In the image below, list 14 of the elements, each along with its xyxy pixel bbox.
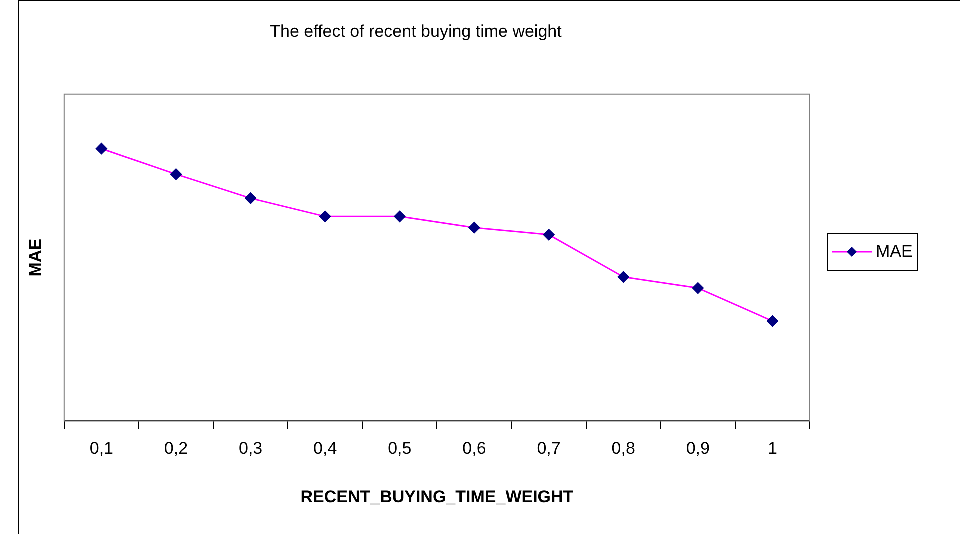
x-tick-label: 0,2 xyxy=(164,439,188,458)
x-tick-label: 0,7 xyxy=(537,439,561,458)
x-tick-label: 0,5 xyxy=(388,439,412,458)
x-tick-label: 1 xyxy=(768,439,778,458)
x-tick-label: 0,8 xyxy=(612,439,636,458)
legend-label: MAE xyxy=(876,242,913,262)
x-tick-label: 0,4 xyxy=(314,439,338,458)
x-tick-label: 0,6 xyxy=(462,439,486,458)
y-axis-title: MAE xyxy=(26,238,45,277)
chart-title: The effect of recent buying time weight xyxy=(270,22,562,41)
x-axis-title: RECENT_BUYING_TIME_WEIGHT xyxy=(300,487,574,506)
x-tick-label: 0,1 xyxy=(90,439,114,458)
x-tick-label: 0,9 xyxy=(686,439,710,458)
x-tick-label: 0,3 xyxy=(238,439,263,458)
